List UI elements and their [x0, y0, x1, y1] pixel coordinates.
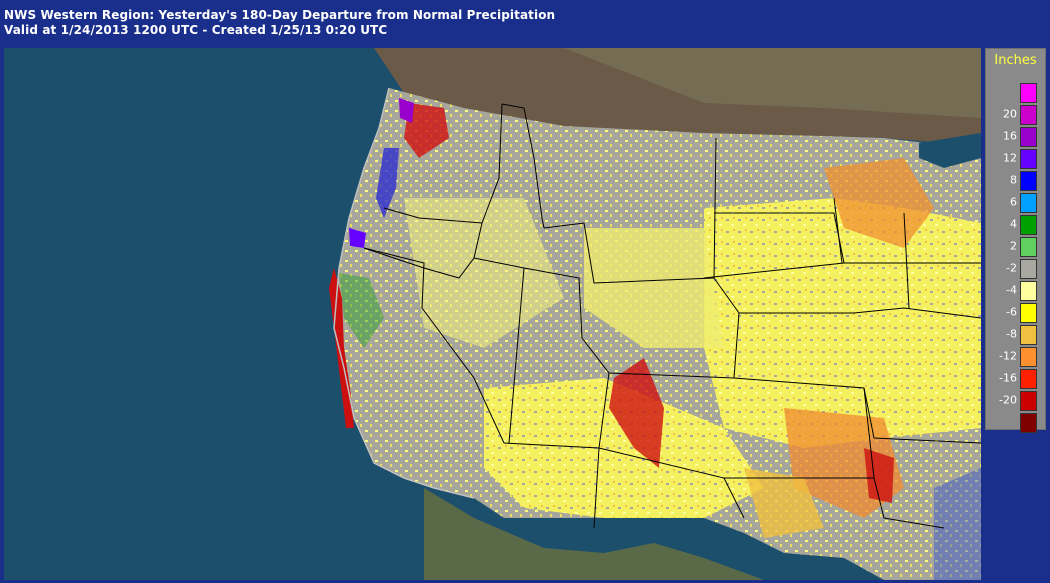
- legend-label: -12: [999, 349, 1017, 363]
- legend-swatch: [1020, 391, 1037, 411]
- legend-title: Inches: [994, 53, 1037, 68]
- wet-coast-north: [376, 148, 399, 218]
- yellow-zone-plains: [704, 198, 981, 448]
- legend-label: 8: [1010, 173, 1017, 187]
- legend-swatch: [1020, 237, 1037, 257]
- precipitation-map[interactable]: [4, 48, 981, 580]
- precipitation-legend: Inches 20 16 12 8 6 4 2 -2 -4 -6 -8 -12 -16 -20: [985, 48, 1046, 433]
- lake-superior: [919, 133, 981, 168]
- legend-row: 12: [986, 147, 1045, 169]
- legend-swatch: [1020, 193, 1037, 213]
- legend-label: 16: [1003, 129, 1017, 143]
- legend-row: -6: [986, 301, 1045, 323]
- map-title: NWS Western Region: Yesterday's 180-Day …: [4, 8, 556, 22]
- legend-row: 4: [986, 213, 1045, 235]
- wet-se-blue: [934, 468, 981, 580]
- state-boundaries: [363, 103, 981, 529]
- legend-label: -16: [999, 371, 1017, 385]
- legend-swatch: [1020, 347, 1037, 367]
- legend-label: 20: [1003, 107, 1017, 121]
- legend-swatch: [1020, 105, 1037, 125]
- legend-row: 8: [986, 169, 1045, 191]
- legend-row: -2: [986, 257, 1045, 279]
- legend-row: 20: [986, 103, 1045, 125]
- legend-swatch: [1020, 127, 1037, 147]
- legend-label: -4: [1006, 283, 1017, 297]
- legend-swatch: [1020, 171, 1037, 191]
- mexico-terrain: [424, 488, 764, 580]
- red-zone-nw: [404, 103, 449, 158]
- legend-label: 6: [1010, 195, 1017, 209]
- orange-zone-texas: [744, 468, 824, 538]
- legend-label: -6: [1006, 305, 1017, 319]
- legend-label: 12: [1003, 151, 1017, 165]
- red-zone-colorado: [609, 358, 664, 468]
- legend-row: -4: [986, 279, 1045, 301]
- yellow-zone-central: [584, 228, 724, 348]
- coastline: [333, 87, 475, 499]
- legend-swatch: [1020, 215, 1037, 235]
- yellow-zone-southwest: [484, 378, 764, 518]
- canada-terrain-light: [564, 48, 981, 118]
- legend-swatch: [1020, 149, 1037, 169]
- legend-label: 4: [1010, 217, 1017, 231]
- legend-row: -20: [986, 389, 1045, 411]
- legend-row: [986, 81, 1045, 103]
- legend-label: 2: [1010, 239, 1017, 253]
- yellow-zone-west: [404, 198, 564, 348]
- legend-row: [986, 411, 1045, 433]
- legend-swatch: [1020, 369, 1037, 389]
- legend-swatch: [1020, 303, 1037, 323]
- legend-swatch: [1020, 325, 1037, 345]
- legend-row: 6: [986, 191, 1045, 213]
- legend-label: -8: [1006, 327, 1017, 341]
- legend-swatch: [1020, 281, 1037, 301]
- legend-row: -8: [986, 323, 1045, 345]
- map-svg: [4, 48, 981, 580]
- orange-zone-midwest: [824, 158, 934, 248]
- legend-swatch: [1020, 83, 1037, 103]
- legend-row: 2: [986, 235, 1045, 257]
- wet-ca-purple: [349, 228, 366, 248]
- red-zone-oklahoma: [864, 448, 894, 503]
- map-subtitle: Valid at 1/24/2013 1200 UTC - Created 1/…: [4, 23, 388, 37]
- legend-swatch: [1020, 413, 1037, 433]
- wet-ca-green: [339, 273, 384, 348]
- wet-coast-nw-purple: [399, 98, 414, 123]
- map-header: NWS Western Region: Yesterday's 180-Day …: [0, 0, 1050, 48]
- legend-label: -20: [999, 393, 1017, 407]
- legend-row: 16: [986, 125, 1045, 147]
- legend-row: -12: [986, 345, 1045, 367]
- legend-swatch: [1020, 259, 1037, 279]
- legend-label: -2: [1006, 261, 1017, 275]
- legend-row: -16: [986, 367, 1045, 389]
